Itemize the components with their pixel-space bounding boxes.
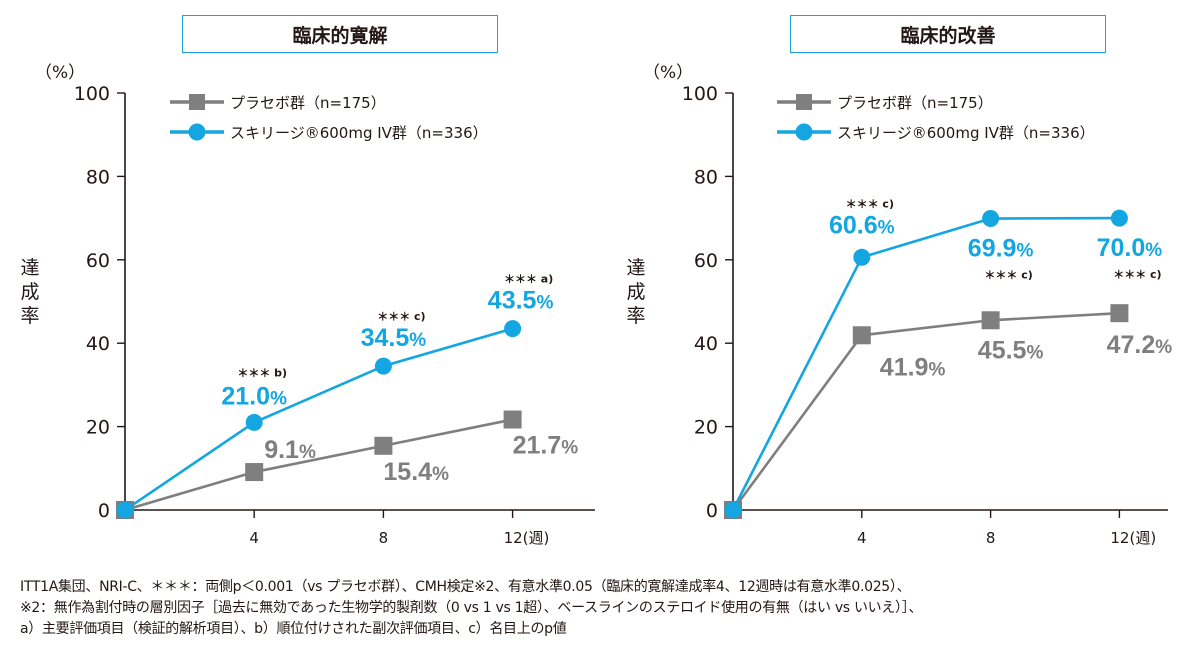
chart-title-remission: 臨床的寛解	[182, 15, 498, 53]
legend-circle-marker-icon	[795, 123, 813, 141]
legend-circle-marker-icon	[188, 123, 206, 141]
placebo-data-label: 9.1%	[264, 436, 316, 464]
treatment-data-label: 70.0%	[1097, 234, 1163, 262]
y-tick-label: 40	[86, 333, 110, 355]
x-tick-label: 12(週)	[504, 529, 550, 547]
y-tick-label: 20	[86, 417, 110, 439]
legend-label: スキリージ®600mg IV群（n=336）	[230, 124, 488, 142]
treatment-data-point	[245, 413, 263, 431]
placebo-data-point	[503, 410, 522, 429]
y-tick-label: 0	[98, 500, 110, 522]
placebo-data-point	[374, 436, 393, 455]
y-axis-label-left: 達成率	[20, 257, 40, 327]
treatment-data-point	[982, 210, 1000, 228]
treatment-data-point	[724, 501, 742, 519]
footnote-line: a）主要評価項目（検証的解析項目）、b）順位付けされた副次評価項目、c）名目上の…	[20, 621, 567, 637]
x-tick-label: 12(週)	[1110, 529, 1156, 547]
placebo-data-label: 21.7%	[513, 432, 579, 460]
treatment-data-point	[853, 248, 871, 266]
treatment-series-line	[124, 327, 513, 512]
placebo-data-point	[245, 463, 264, 482]
placebo-data-label: 41.9%	[880, 353, 946, 381]
placebo-data-label: 47.2%	[1107, 331, 1173, 359]
legend-label: スキリージ®600mg IV群（n=336）	[837, 124, 1095, 142]
treatment-data-point	[1110, 209, 1128, 227]
y-tick-label: 0	[706, 500, 718, 522]
footnote-line: ※2：無作為割付時の層別因子［過去に無効であった生物学的製剤数（0 vs 1 v…	[20, 600, 923, 616]
x-tick-label: 4	[857, 529, 867, 547]
placebo-data-point	[852, 326, 871, 345]
y-unit-label: （%）	[643, 63, 693, 83]
y-tick-label: 100	[74, 83, 110, 105]
placebo-data-point	[1110, 304, 1129, 323]
legend-square-marker-icon	[796, 94, 812, 110]
y-tick-label: 80	[694, 166, 718, 188]
y-unit-label: （%）	[35, 63, 85, 83]
y-tick-label: 40	[694, 333, 718, 355]
legend-label: プラセボ群（n=175）	[230, 94, 386, 112]
placebo-data-point	[981, 311, 1000, 330]
treatment-data-point	[116, 501, 134, 519]
x-tick-label: 8	[986, 529, 996, 547]
chart-title-improvement: 臨床的改善	[790, 15, 1106, 53]
x-tick-label: 8	[379, 529, 389, 547]
placebo-data-label: 45.5%	[978, 336, 1044, 364]
legend-label: プラセボ群（n=175）	[837, 94, 993, 112]
significance-annotation: ＊＊＊ c)	[377, 310, 425, 323]
chart-title-text: 臨床的寛解	[292, 24, 388, 47]
treatment-data-label: 60.6%	[829, 211, 895, 239]
treatment-series-line	[731, 216, 1120, 511]
placebo-series-line	[731, 311, 1120, 511]
significance-annotation: ＊＊＊ a)	[504, 273, 553, 286]
treatment-data-label: 34.5%	[361, 324, 427, 352]
placebo-series-line	[124, 418, 513, 512]
y-tick-label: 60	[86, 250, 110, 272]
chart-title-text: 臨床的改善	[900, 24, 996, 47]
treatment-data-label: 21.0%	[221, 382, 287, 410]
y-tick-label: 100	[682, 83, 718, 105]
treatment-data-label: 69.9%	[968, 235, 1034, 263]
y-tick-label: 60	[694, 250, 718, 272]
y-tick-label: 80	[86, 166, 110, 188]
treatment-data-point	[374, 357, 392, 375]
significance-annotation: ＊＊＊ c)	[1113, 268, 1161, 281]
footnotes: ITT1A集団、NRI-C、＊＊＊：両側p＜0.001（vs プラセボ群）、CM…	[20, 577, 922, 640]
treatment-data-label: 43.5%	[488, 287, 554, 315]
y-tick-label: 20	[694, 417, 718, 439]
footnote-line: ITT1A集団、NRI-C、＊＊＊：両側p＜0.001（vs プラセボ群）、CM…	[20, 579, 911, 595]
legend-square-marker-icon	[189, 94, 205, 110]
significance-annotation: ＊＊＊ c)	[846, 197, 894, 210]
y-axis-label-right: 達成率	[626, 257, 646, 327]
significance-annotation: ＊＊＊ c)	[984, 269, 1032, 282]
significance-annotation: ＊＊＊ b)	[237, 366, 287, 379]
x-tick-label: 4	[249, 529, 259, 547]
treatment-data-point	[504, 320, 522, 338]
placebo-data-label: 15.4%	[383, 458, 449, 486]
